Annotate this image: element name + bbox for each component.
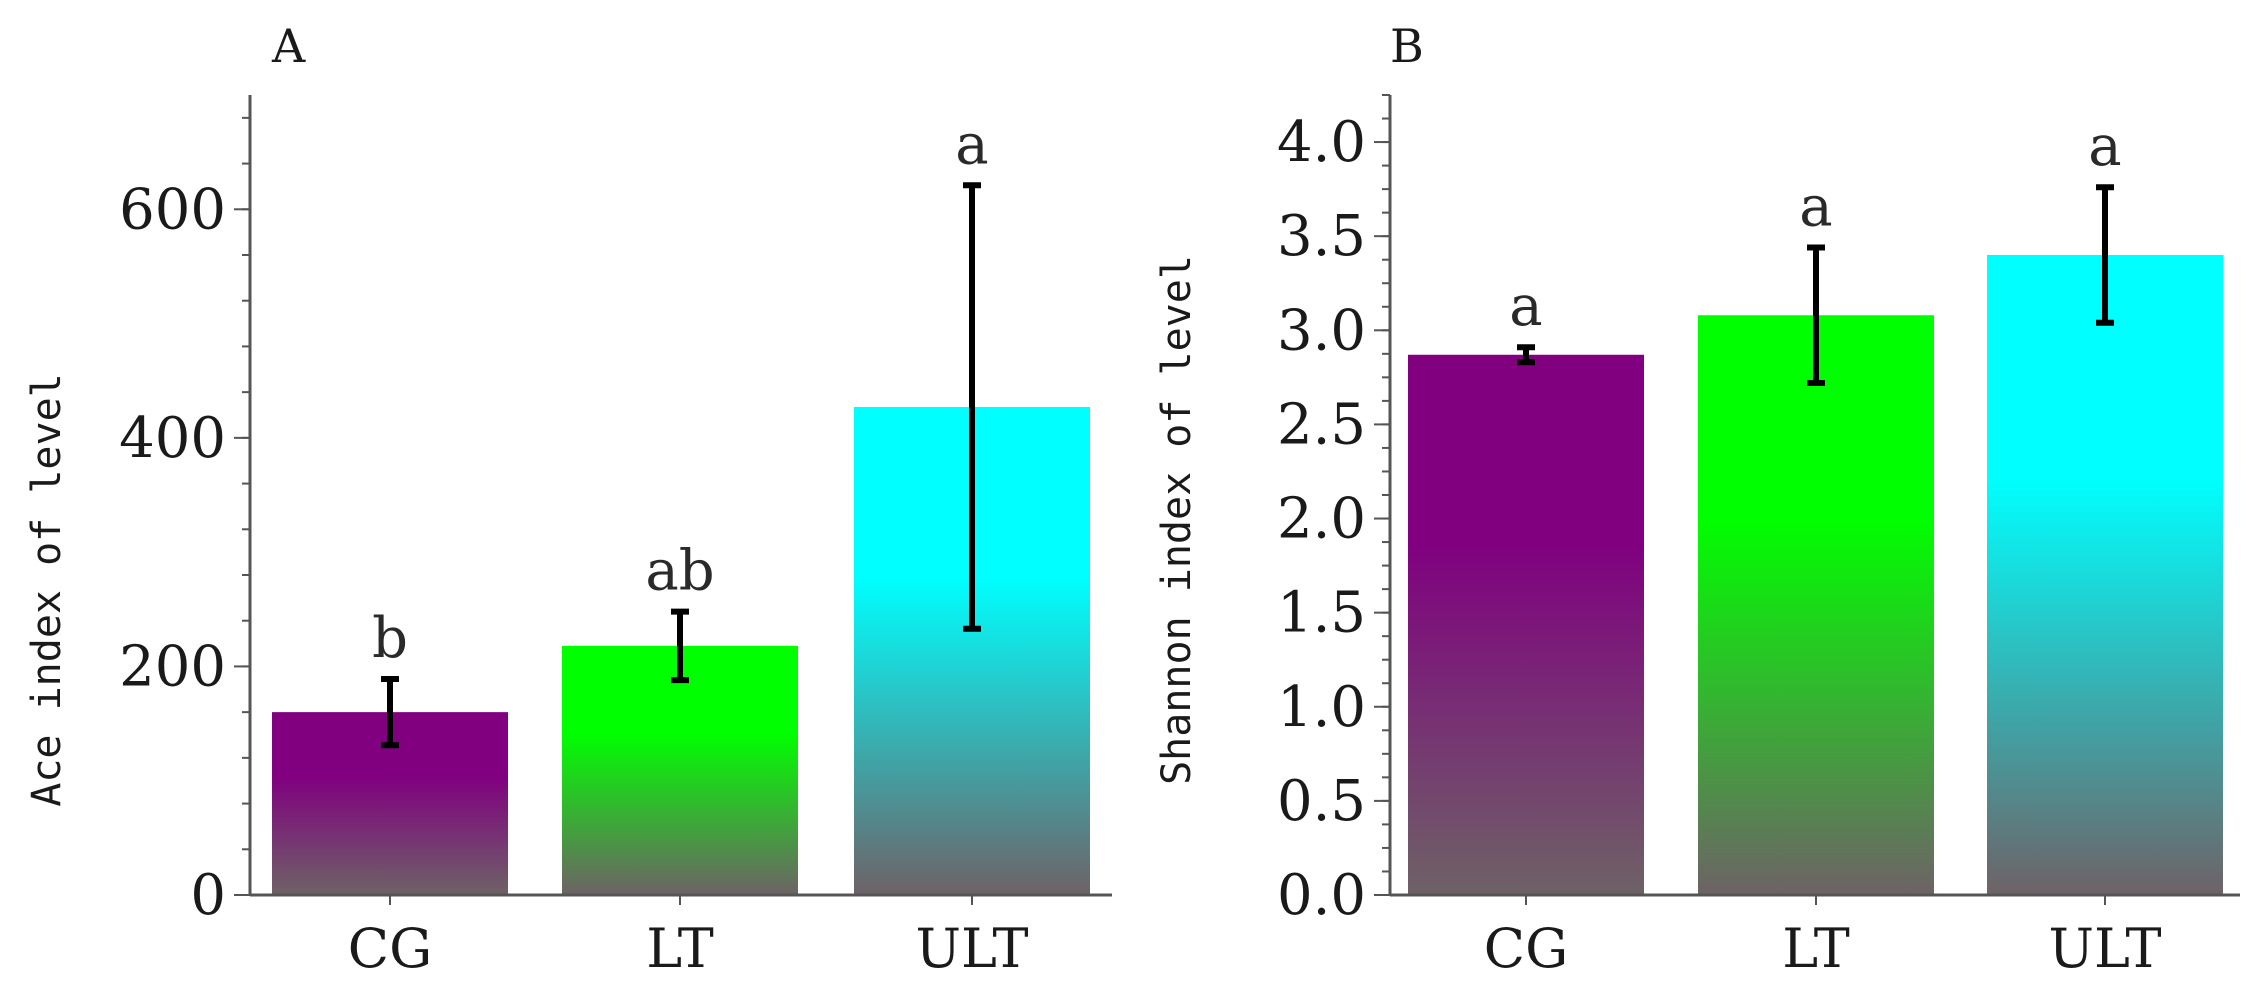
- panel-a-y-tick-label: 0: [190, 863, 226, 928]
- panel-a-bars: b ab a: [272, 112, 1090, 895]
- panel-b-bar-lt: [1698, 315, 1934, 895]
- panel-b-y-tick-label: 1.0: [1277, 675, 1366, 740]
- panel-a-axes: CG LT ULT 0 200 400 600: [119, 95, 1112, 980]
- panel-a-significance-cg: b: [372, 606, 408, 671]
- panel-b-bar-cg: [1408, 354, 1644, 895]
- panel-a-error-bar-ult: [963, 182, 981, 632]
- panel-b-y-tick-label: 4.0: [1277, 110, 1366, 175]
- panel-b-error-bar-cg: [1517, 344, 1535, 366]
- panel-a-y-tick-label: 400: [119, 406, 226, 471]
- panel-a-significance-ult: a: [955, 112, 988, 177]
- panel-b-axes: CG LT ULT 0.0 0.5 1.0 1.5 2.0 2.5 3.0 3.5 4.0: [1277, 94, 2240, 980]
- panel-a-bar-lt: [562, 645, 798, 895]
- panel-a-category-label-cg: CG: [348, 917, 432, 980]
- panel-b-significance-ult: a: [2088, 114, 2121, 179]
- panel-b-bar-ult: [1987, 255, 2223, 895]
- panel-a-error-bar-cg: [381, 676, 399, 749]
- panel-b-error-bar-ult: [2096, 184, 2114, 326]
- panel-b-y-tick-label: 3.0: [1277, 298, 1366, 363]
- panel-b-significance-lt: a: [1799, 174, 1832, 239]
- panel-a-category-label-ult: ULT: [916, 917, 1029, 980]
- panel-b-letter: B: [1390, 19, 1424, 73]
- panel-b-y-tick-label: 2.5: [1277, 392, 1366, 457]
- panel-b-y-tick-label: 0.5: [1277, 769, 1366, 834]
- panel-b-y-tick-label: 2.0: [1277, 487, 1366, 552]
- panel-b-category-label-lt: LT: [1782, 917, 1849, 980]
- panel-a-category-label-lt: LT: [646, 917, 713, 980]
- panel-a-y-tick-label: 600: [119, 177, 226, 242]
- panel-a-error-bar-lt: [671, 608, 689, 684]
- panel-a-letter: A: [271, 19, 306, 73]
- panel-b-significance-cg: a: [1509, 274, 1542, 339]
- panel-b-bars: a a a: [1408, 114, 2223, 895]
- panel-b-category-label-cg: CG: [1484, 917, 1568, 980]
- panel-b-category-label-ult: ULT: [2049, 917, 2162, 980]
- panel-b-y-tick-label: 0.0: [1277, 863, 1366, 928]
- panel-a-y-tick-label: 200: [119, 634, 226, 699]
- panel-b-y-tick-label: 1.5: [1277, 581, 1366, 646]
- panel-b-y-tick-label: 3.5: [1277, 204, 1366, 269]
- panel-a-y-axis-label: Ace index of level: [24, 373, 70, 806]
- panel-a-significance-lt: ab: [645, 539, 714, 604]
- panel-a-ace-chart: A Ace index of level b ab a CG LT ULT 0 200 400…: [24, 19, 1112, 980]
- panel-b-shannon-chart: B Shannon index of level a a a CG LT ULT 0.0 0…: [1154, 19, 2240, 980]
- panel-b-y-axis-label: Shannon index of level: [1154, 255, 1200, 785]
- panel-b-error-bar-lt: [1807, 244, 1825, 386]
